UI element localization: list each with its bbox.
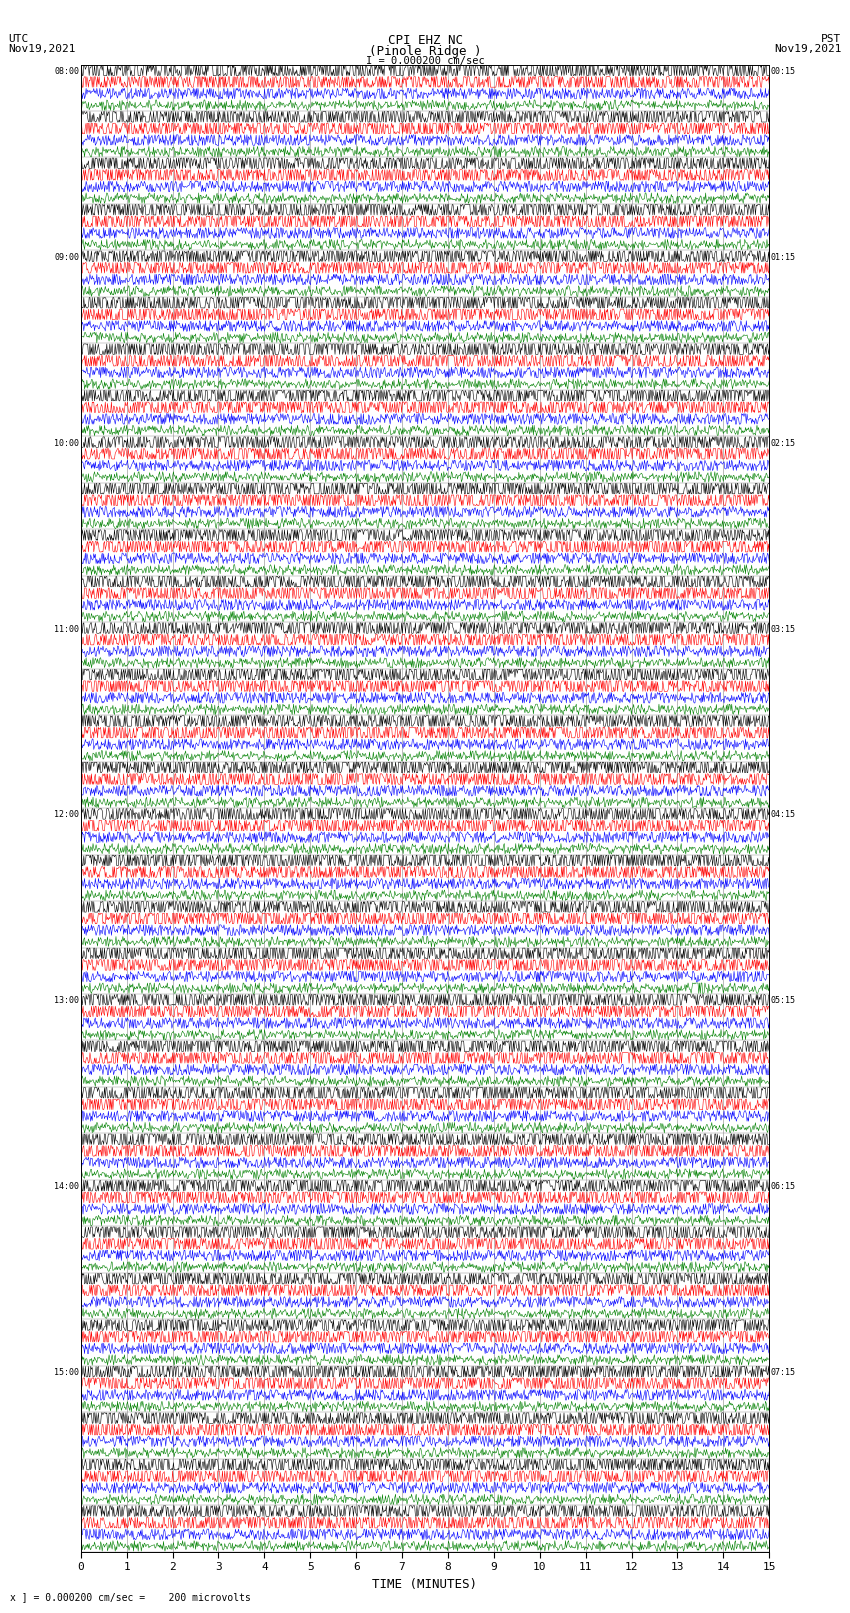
X-axis label: TIME (MINUTES): TIME (MINUTES) [372, 1578, 478, 1590]
Text: PST: PST [821, 34, 842, 44]
Text: CPI EHZ NC: CPI EHZ NC [388, 34, 462, 47]
Text: I = 0.000200 cm/sec: I = 0.000200 cm/sec [366, 56, 484, 66]
Text: (Pinole Ridge ): (Pinole Ridge ) [369, 45, 481, 58]
Text: x ] = 0.000200 cm/sec =    200 microvolts: x ] = 0.000200 cm/sec = 200 microvolts [10, 1592, 251, 1602]
Text: UTC: UTC [8, 34, 29, 44]
Text: Nov19,2021: Nov19,2021 [8, 44, 76, 53]
Text: Nov19,2021: Nov19,2021 [774, 44, 842, 53]
